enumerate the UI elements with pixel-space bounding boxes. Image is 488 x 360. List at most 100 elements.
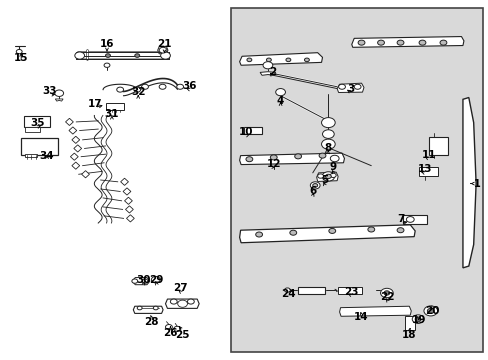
Text: 23: 23 xyxy=(344,287,358,297)
Circle shape xyxy=(270,155,277,160)
Text: 26: 26 xyxy=(163,328,177,338)
Text: 16: 16 xyxy=(100,40,114,49)
Text: 18: 18 xyxy=(401,330,416,340)
Circle shape xyxy=(55,90,63,96)
Circle shape xyxy=(105,54,110,57)
Circle shape xyxy=(304,58,309,62)
Text: 36: 36 xyxy=(182,81,197,91)
Text: 6: 6 xyxy=(309,186,316,196)
Polygon shape xyxy=(462,98,475,268)
Circle shape xyxy=(325,174,330,179)
Circle shape xyxy=(294,154,301,159)
Bar xyxy=(428,137,447,155)
Circle shape xyxy=(151,276,160,283)
Polygon shape xyxy=(123,188,131,195)
Text: 31: 31 xyxy=(104,109,119,120)
Text: 20: 20 xyxy=(425,306,439,316)
Polygon shape xyxy=(132,278,150,285)
Circle shape xyxy=(310,182,320,189)
Polygon shape xyxy=(260,72,275,75)
Polygon shape xyxy=(334,289,336,292)
Circle shape xyxy=(173,326,180,331)
Text: 1: 1 xyxy=(473,179,480,189)
Circle shape xyxy=(317,174,323,178)
Polygon shape xyxy=(55,99,63,101)
Circle shape xyxy=(137,306,142,310)
Circle shape xyxy=(353,84,360,89)
Bar xyxy=(418,167,437,176)
Circle shape xyxy=(328,228,335,233)
Text: 11: 11 xyxy=(421,150,435,160)
Circle shape xyxy=(321,139,334,149)
Polygon shape xyxy=(72,136,80,143)
Circle shape xyxy=(266,58,271,62)
Text: 35: 35 xyxy=(30,118,45,128)
Circle shape xyxy=(159,84,165,89)
Text: 12: 12 xyxy=(266,159,281,169)
Circle shape xyxy=(414,317,420,321)
Circle shape xyxy=(423,306,437,316)
Polygon shape xyxy=(76,52,168,59)
Bar xyxy=(337,287,361,294)
Text: 34: 34 xyxy=(40,150,54,161)
Polygon shape xyxy=(126,215,134,222)
Circle shape xyxy=(165,324,172,329)
Text: 33: 33 xyxy=(42,86,57,96)
Polygon shape xyxy=(70,153,78,160)
Bar xyxy=(21,138,58,155)
Circle shape xyxy=(418,40,425,45)
Polygon shape xyxy=(74,145,81,152)
Polygon shape xyxy=(81,171,89,178)
Circle shape xyxy=(357,40,364,45)
Polygon shape xyxy=(133,306,163,314)
Bar xyxy=(24,116,50,127)
Text: 2: 2 xyxy=(268,67,276,77)
Circle shape xyxy=(411,315,423,323)
Circle shape xyxy=(159,47,166,53)
Text: 19: 19 xyxy=(411,315,426,325)
Circle shape xyxy=(312,184,317,187)
Circle shape xyxy=(255,232,262,237)
Text: 8: 8 xyxy=(324,143,331,153)
Circle shape xyxy=(396,40,403,45)
Text: 27: 27 xyxy=(173,283,187,293)
Text: 5: 5 xyxy=(320,175,327,185)
Circle shape xyxy=(380,288,392,298)
Circle shape xyxy=(153,306,158,310)
Circle shape xyxy=(75,52,84,59)
Circle shape xyxy=(177,300,187,307)
Polygon shape xyxy=(124,197,132,204)
Circle shape xyxy=(245,157,252,162)
Text: 21: 21 xyxy=(157,40,171,49)
Text: 4: 4 xyxy=(276,96,284,106)
Text: 10: 10 xyxy=(239,127,253,136)
Bar xyxy=(298,287,325,294)
Polygon shape xyxy=(239,53,322,65)
Polygon shape xyxy=(351,37,463,47)
Text: 13: 13 xyxy=(417,164,431,174)
Polygon shape xyxy=(165,299,199,309)
Polygon shape xyxy=(158,46,167,54)
Bar xyxy=(25,154,37,157)
Bar xyxy=(243,127,262,134)
Bar xyxy=(25,127,40,132)
Polygon shape xyxy=(239,225,414,243)
Circle shape xyxy=(132,279,138,283)
Bar xyxy=(402,215,427,224)
Bar xyxy=(405,316,414,330)
Circle shape xyxy=(406,217,413,222)
Circle shape xyxy=(275,89,285,96)
Circle shape xyxy=(321,118,334,128)
Text: 3: 3 xyxy=(346,84,354,94)
Circle shape xyxy=(170,299,177,304)
Polygon shape xyxy=(121,178,128,185)
Polygon shape xyxy=(65,118,73,126)
Text: 7: 7 xyxy=(396,215,404,224)
Polygon shape xyxy=(316,172,337,181)
Text: 17: 17 xyxy=(87,99,102,109)
Circle shape xyxy=(439,40,446,45)
Bar xyxy=(105,103,124,110)
Circle shape xyxy=(160,52,170,59)
Text: 28: 28 xyxy=(144,317,159,327)
Text: 9: 9 xyxy=(328,162,336,172)
